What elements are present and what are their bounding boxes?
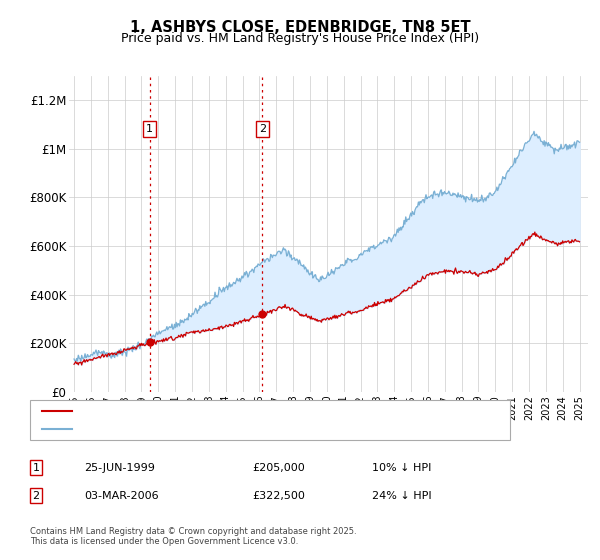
Text: 1: 1 — [146, 124, 153, 134]
Text: 1, ASHBYS CLOSE, EDENBRIDGE, TN8 5ET: 1, ASHBYS CLOSE, EDENBRIDGE, TN8 5ET — [130, 20, 470, 35]
Text: 2: 2 — [32, 491, 40, 501]
Point — [145, 338, 154, 347]
Text: £322,500: £322,500 — [252, 491, 305, 501]
Text: £205,000: £205,000 — [252, 463, 305, 473]
Text: 03-MAR-2006: 03-MAR-2006 — [84, 491, 158, 501]
Text: HPI: Average price, detached house, Sevenoaks: HPI: Average price, detached house, Seve… — [78, 423, 328, 433]
Text: 10% ↓ HPI: 10% ↓ HPI — [372, 463, 431, 473]
Point — [257, 309, 267, 318]
Text: 1, ASHBYS CLOSE, EDENBRIDGE, TN8 5ET (detached house): 1, ASHBYS CLOSE, EDENBRIDGE, TN8 5ET (de… — [78, 407, 389, 417]
Text: 1: 1 — [32, 463, 40, 473]
Text: 2: 2 — [259, 124, 266, 134]
Text: Contains HM Land Registry data © Crown copyright and database right 2025.
This d: Contains HM Land Registry data © Crown c… — [30, 526, 356, 546]
Text: 25-JUN-1999: 25-JUN-1999 — [84, 463, 155, 473]
Text: 24% ↓ HPI: 24% ↓ HPI — [372, 491, 431, 501]
Text: Price paid vs. HM Land Registry's House Price Index (HPI): Price paid vs. HM Land Registry's House … — [121, 32, 479, 45]
